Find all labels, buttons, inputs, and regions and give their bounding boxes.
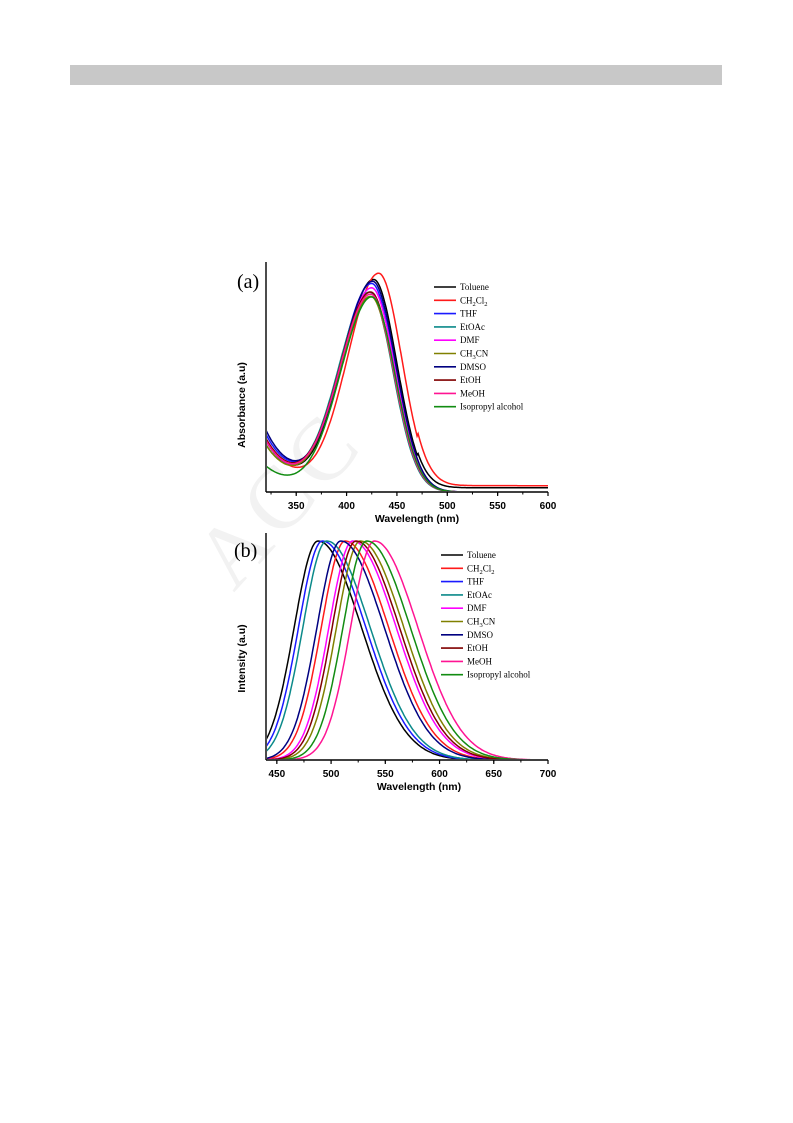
legend-label: CH3CN [467, 617, 496, 630]
x-tick-label: 450 [389, 501, 406, 512]
series-line-ch2cl2 [267, 272, 548, 487]
chart-panel-b: 450 500 550 600 650 700 Wavelength (nm) Intensi… [234, 533, 557, 793]
legend-label: Isopropyl alcohol [460, 402, 524, 412]
panel-label: (b) [234, 540, 257, 562]
x-tick-label: 400 [338, 501, 355, 512]
legend-label: THF [467, 577, 484, 587]
x-tick-label: 600 [431, 769, 448, 780]
legend-label: EtOH [467, 643, 488, 653]
legend-label: Toluene [460, 282, 489, 292]
series-line-isopropyl-alcohol [279, 540, 527, 759]
y-axis-title: Intensity (a.u) [236, 624, 248, 692]
legend-label: MeOH [460, 388, 485, 398]
series-line-ch2cl2 [267, 540, 506, 759]
series-line-toluene [267, 540, 479, 759]
legend-label: EtOH [460, 375, 481, 385]
x-tick-label: 700 [540, 769, 557, 780]
x-tick-label: 500 [323, 769, 340, 780]
legend-label: DMF [460, 335, 480, 345]
legend-label: DMSO [460, 362, 487, 372]
legend-label: DMF [467, 603, 487, 613]
legend-label: CH2Cl2 [460, 295, 488, 308]
series-line-meoh [287, 540, 535, 759]
header-bar [70, 65, 722, 85]
series-line-etoac [267, 540, 487, 759]
legend-label: CH2Cl2 [467, 563, 495, 576]
chart-panel-a: 350 400 450 500 550 600 Wavelength (nm) Absorba… [236, 262, 557, 525]
legend-label: Toluene [467, 550, 496, 560]
series-line-dmf [267, 540, 513, 759]
x-tick-label: 450 [269, 769, 286, 780]
x-tick-label: 550 [489, 501, 506, 512]
x-tick-label: 550 [377, 769, 394, 780]
legend-label: EtOAc [460, 322, 485, 332]
panel-label: (a) [237, 271, 259, 293]
series-line-dmso [267, 540, 501, 759]
legend-label: MeOH [467, 656, 492, 666]
legend-label: THF [460, 309, 477, 319]
series-line-meoh [267, 293, 457, 491]
legend-label: Isopropyl alcohol [467, 670, 531, 680]
legend-label: EtOAc [467, 590, 492, 600]
legend-label: CH3CN [460, 349, 489, 362]
series-line-thf [267, 540, 483, 759]
y-axis-title: Absorbance (a.u) [236, 362, 248, 448]
x-tick-label: 600 [540, 501, 557, 512]
x-tick-label: 350 [288, 501, 305, 512]
x-tick-label: 500 [439, 501, 456, 512]
series-line-etoh [268, 540, 517, 759]
series-line-isopropyl-alcohol [267, 296, 457, 491]
x-axis-title: Wavelength (nm) [375, 513, 459, 525]
legend-label: DMSO [467, 630, 494, 640]
x-tick-label: 650 [485, 769, 502, 780]
series-line-toluene [267, 278, 548, 489]
x-axis-title: Wavelength (nm) [377, 781, 461, 793]
